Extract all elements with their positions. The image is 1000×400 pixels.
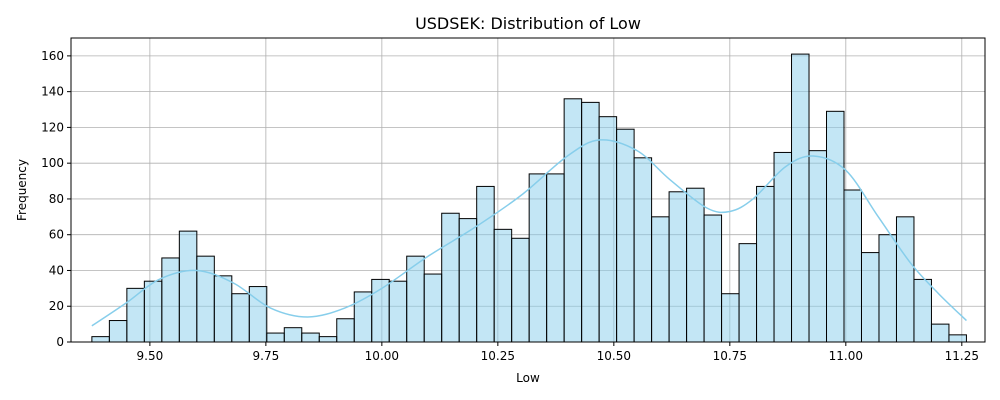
histogram-bar [388,280,408,343]
histogram-bar [231,293,250,343]
histogram-bar [686,187,705,343]
histogram-bar [318,336,338,343]
y-tick-label: 160 [41,49,64,63]
histogram-bar [913,278,932,343]
x-tick-label: 10.50 [597,349,631,363]
x-tick-label: 11.25 [945,349,979,363]
histogram-bar [301,332,320,343]
histogram-bar [668,191,688,343]
x-tick-label: 9.75 [253,349,280,363]
histogram-bar [336,318,355,343]
histogram-bar [546,173,565,343]
histogram-bar [493,228,513,343]
kde-curve-group [91,139,967,327]
histogram-bar [930,323,950,343]
histogram-bar [878,234,897,343]
histogram-bar [581,101,600,343]
histogram-bar [458,218,478,343]
y-tick-label: 80 [49,192,64,206]
histogram-bar [423,273,443,343]
histogram-bar [843,189,862,343]
y-tick-label: 120 [41,120,64,134]
x-axis-label: Low [516,371,540,385]
histogram-bar [108,320,128,343]
histogram-bar [91,336,110,343]
histogram-bar [791,53,810,343]
y-tick-label: 0 [56,335,64,349]
y-tick-label: 20 [49,299,64,313]
y-tick-label: 40 [49,263,64,277]
axes: 9.50 9.75 10.00 10.25 10.50 10.75 11.00 11.25 0 2… [41,37,986,363]
histogram-bar [616,128,635,343]
plot-frame [70,37,986,343]
histogram-bar [283,327,303,343]
histogram-bar [476,185,495,343]
kde-curve [91,139,967,327]
histogram-bar [213,275,233,343]
x-tick-label: 9.50 [137,349,164,363]
histogram-bar [738,243,758,343]
histogram-bar [143,280,163,343]
histogram-bar [808,150,828,343]
histogram-bar [441,212,460,343]
x-tick-label: 10.75 [713,349,747,363]
histogram-bars [91,53,967,343]
y-axis-label: Frequency [15,159,29,221]
x-tick-label: 10.25 [481,349,515,363]
y-tick-label: 100 [41,156,64,170]
histogram-bar [511,237,530,343]
histogram-bar [826,110,845,343]
chart-title: USDSEK: Distribution of Low [415,14,641,33]
histogram-bar [178,230,198,343]
histogram-bar [895,216,915,343]
histogram-bar [651,216,670,343]
histogram-bar [598,116,618,343]
histogram-bar [860,252,880,343]
x-tick-label: 11.00 [829,349,863,363]
histogram-bar [196,255,215,343]
y-tick-label: 140 [41,85,64,99]
histogram-bar [563,98,583,343]
histogram-bar [266,332,285,343]
y-tick-label: 60 [49,228,64,242]
histogram-bar [161,257,180,343]
histogram-bar [948,334,967,343]
histogram-bar [528,173,548,343]
x-tick-label: 10.00 [365,349,399,363]
histogram-bar [721,293,740,343]
histogram-bar [773,151,793,343]
histogram-bar [703,214,723,343]
histogram-bar [756,185,775,343]
histogram-bar [633,157,653,343]
